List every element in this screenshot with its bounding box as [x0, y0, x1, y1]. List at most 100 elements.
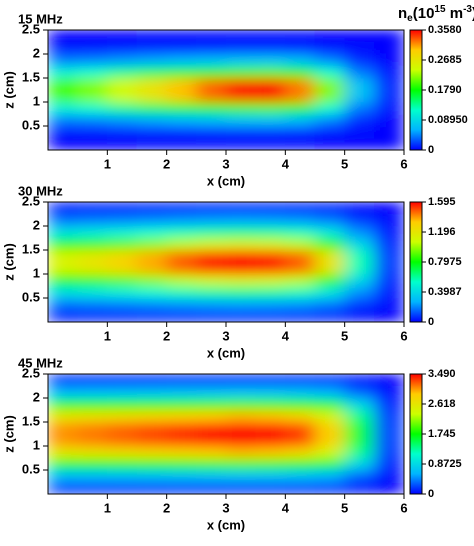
- cell: [166, 374, 197, 387]
- cell: [166, 249, 197, 263]
- cell: [196, 261, 227, 275]
- cell: [344, 77, 375, 91]
- panel-title: 45 MHz: [18, 355, 63, 370]
- cell: [285, 137, 316, 150]
- colorbar: [409, 201, 423, 323]
- cell: [344, 309, 375, 322]
- cb-tick-label: 0.7975: [428, 256, 462, 268]
- cell: [77, 249, 108, 263]
- panel: 1 2 3 4 5 6 0.5 1 1.5 2 2.5 x (cm) z (cm) 30 MHz 0 0.39…: [1, 183, 461, 360]
- y-tick-label: 1: [33, 93, 40, 108]
- cell: [77, 397, 108, 411]
- cell: [314, 285, 345, 299]
- cell: [344, 30, 375, 43]
- cell: [374, 41, 404, 55]
- cell: [285, 469, 316, 483]
- cell: [225, 249, 256, 263]
- cell: [136, 53, 167, 67]
- cell: [166, 53, 197, 67]
- cell: [107, 137, 138, 150]
- cell: [225, 213, 256, 227]
- cell: [314, 397, 345, 411]
- y-tick-label: 2.5: [22, 193, 40, 208]
- cell: [166, 41, 197, 55]
- colorbar: [409, 29, 423, 151]
- cell: [77, 65, 108, 79]
- cell: [196, 65, 227, 79]
- cb-tick-label: 0.1790: [428, 84, 462, 96]
- cell: [374, 89, 404, 103]
- cell: [196, 53, 227, 67]
- cell: [77, 309, 108, 322]
- cell: [344, 225, 375, 239]
- cell: [48, 409, 78, 423]
- cell: [225, 433, 256, 447]
- cell: [48, 213, 78, 227]
- y-axis-label: z (cm): [1, 415, 16, 453]
- cell: [285, 409, 316, 423]
- cell: [48, 273, 78, 287]
- cell: [77, 202, 108, 215]
- y-tick-label: 0.5: [22, 461, 40, 476]
- cell: [285, 433, 316, 447]
- cell: [48, 101, 78, 115]
- cell: [285, 397, 316, 411]
- cell: [107, 261, 138, 275]
- cell: [107, 285, 138, 299]
- cell: [255, 261, 286, 275]
- cell: [77, 273, 108, 287]
- cell: [136, 481, 167, 494]
- cell: [255, 237, 286, 251]
- cell: [136, 137, 167, 150]
- cell: [136, 273, 167, 287]
- cell: [374, 297, 404, 311]
- cell: [255, 30, 286, 43]
- cell: [374, 457, 404, 471]
- cell: [77, 89, 108, 103]
- cell: [166, 273, 197, 287]
- cb-tick-label: 1.745: [428, 428, 456, 440]
- cell: [196, 249, 227, 263]
- cell: [255, 113, 286, 127]
- cell: [107, 225, 138, 239]
- cell: [314, 202, 345, 215]
- cell: [225, 65, 256, 79]
- y-tick-label: 2: [33, 389, 40, 404]
- cell: [314, 445, 345, 459]
- cb-title-part: ): [472, 5, 474, 22]
- cell: [285, 53, 316, 67]
- cell: [136, 113, 167, 127]
- x-tick-label: 2: [163, 328, 170, 343]
- cell: [77, 297, 108, 311]
- y-tick-label: 2: [33, 217, 40, 232]
- cell: [225, 89, 256, 103]
- cell: [107, 113, 138, 127]
- cell: [344, 481, 375, 494]
- panel-title: 30 MHz: [18, 183, 63, 198]
- cell: [196, 41, 227, 55]
- cb-tick-label: 0.2685: [428, 54, 462, 66]
- cell: [225, 137, 256, 150]
- cell: [344, 261, 375, 275]
- cell: [107, 273, 138, 287]
- cell: [344, 213, 375, 227]
- colorbar: [409, 373, 423, 495]
- cell: [374, 101, 404, 115]
- cell: [285, 213, 316, 227]
- cell: [136, 409, 167, 423]
- cell: [166, 445, 197, 459]
- cell: [107, 202, 138, 215]
- x-axis-label: x (cm): [207, 517, 245, 532]
- cell: [196, 101, 227, 115]
- cell: [285, 445, 316, 459]
- cell: [314, 409, 345, 423]
- cell: [255, 101, 286, 115]
- cell: [136, 125, 167, 139]
- cb-tick-label: 0.3580: [428, 24, 462, 36]
- cell: [107, 65, 138, 79]
- cell: [314, 113, 345, 127]
- cell: [255, 65, 286, 79]
- cell: [314, 89, 345, 103]
- cell: [48, 53, 78, 67]
